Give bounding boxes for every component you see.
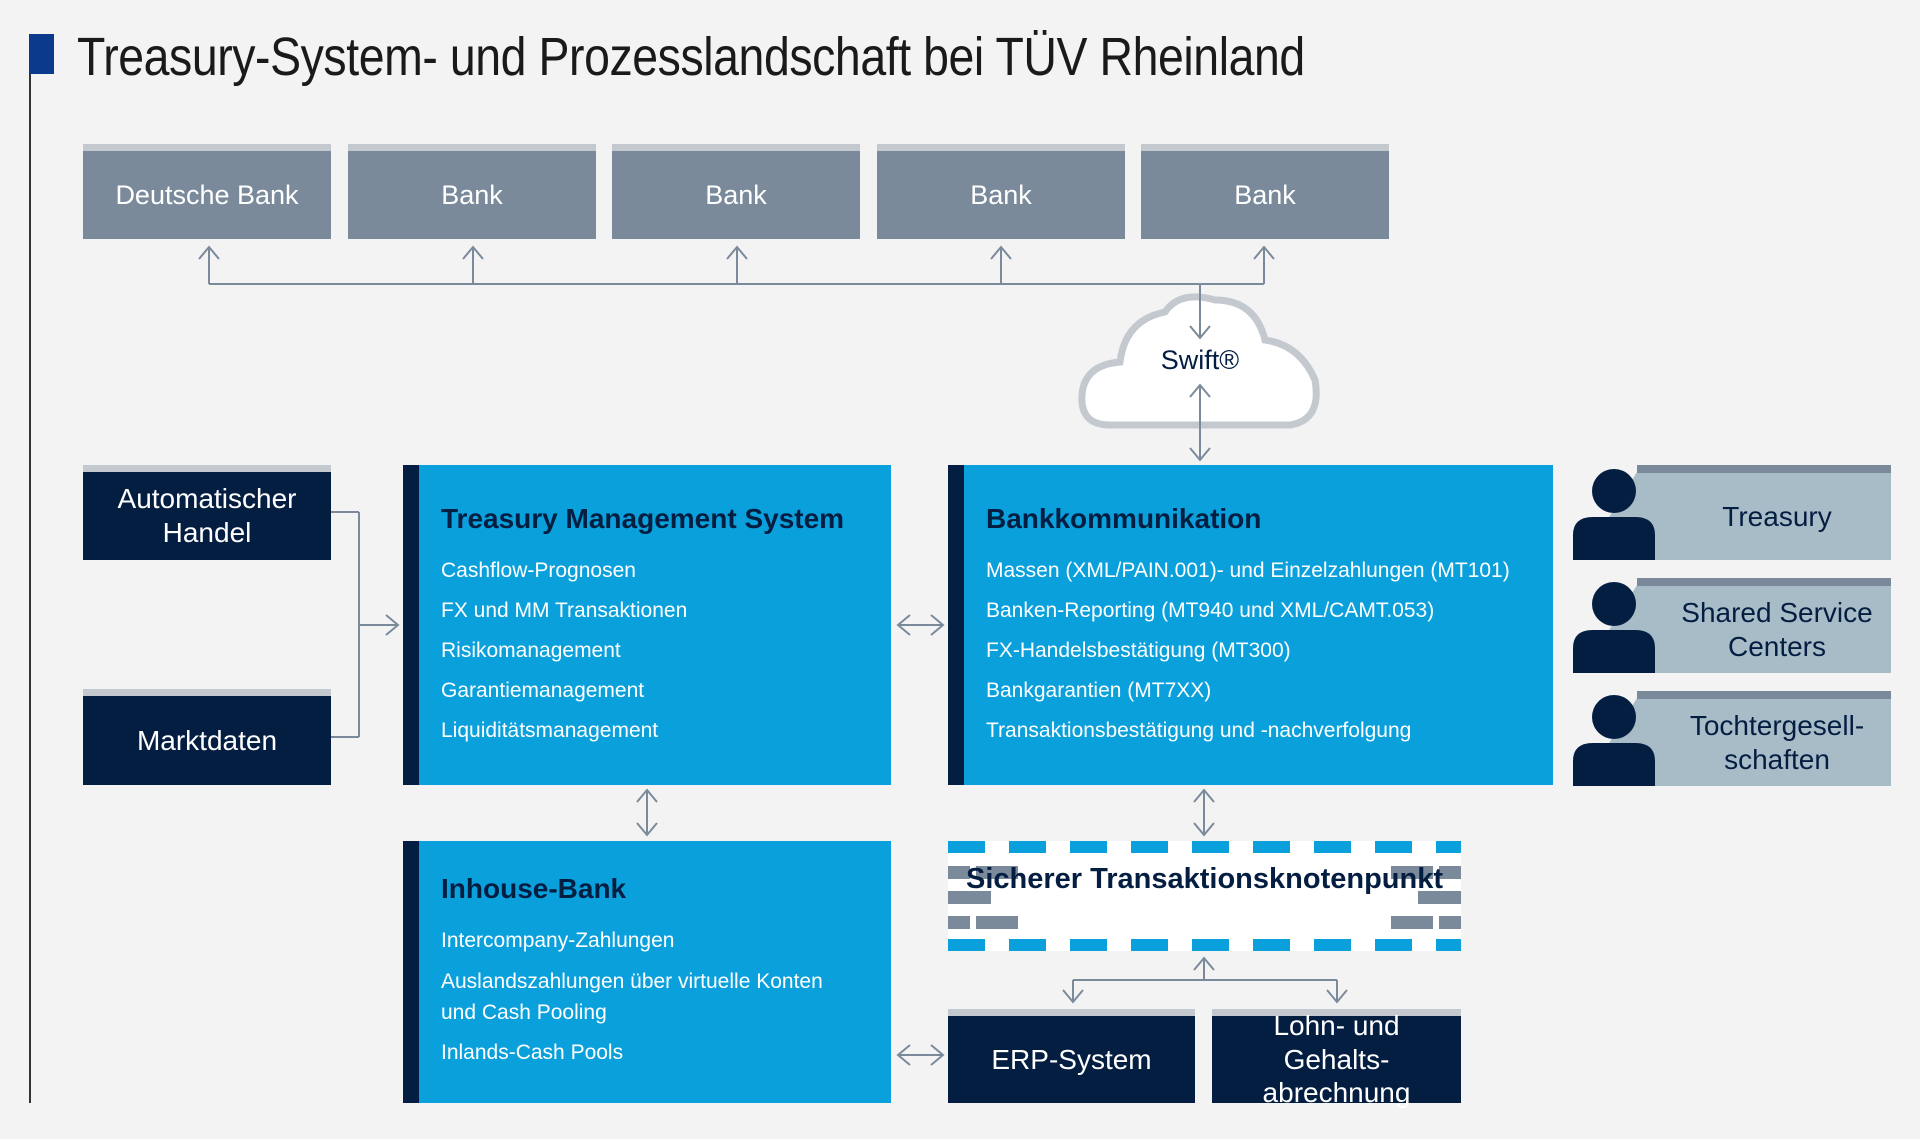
bank-comm-item: Bankgarantien (MT7XX) xyxy=(986,679,1212,702)
bank-box: Bank xyxy=(612,144,860,239)
secure-transaction-hub: Sicherer Transaktionsknotenpunkt xyxy=(948,841,1461,951)
inhouse-item: Auslandszahlungen über virtuelle Konten … xyxy=(441,970,823,1024)
bank-comm-item: FX-Handelsbestätigung (MT300) xyxy=(986,639,1291,662)
bank-box: Bank xyxy=(877,144,1125,239)
tms-item: Garantiemanagement xyxy=(441,679,645,702)
market-data-box: Marktdaten xyxy=(83,689,331,785)
bank-comm-title: Bankkommunikation xyxy=(986,503,1262,534)
automatic-trading-box: Automatischer Handel xyxy=(83,465,331,560)
bank-box: Bank xyxy=(1141,144,1389,239)
bank-comm-item: Transaktionsbestätigung und -nachverfolg… xyxy=(986,719,1412,742)
inhouse-item: Intercompany-Zahlungen xyxy=(441,929,675,952)
inhouse-item: Inlands-Cash Pools xyxy=(441,1041,624,1064)
person-icon xyxy=(1573,582,1655,673)
hub-pattern xyxy=(948,841,1461,951)
tms-title: Treasury Management System xyxy=(441,503,845,534)
user-group-treasury: Treasury xyxy=(1573,465,1891,560)
user-group-shared-service-centers: Shared Service Centers xyxy=(1573,578,1891,673)
erp-system-box: ERP-System xyxy=(948,1009,1195,1103)
bank-comm-item: Massen (XML/PAIN.001)- und Einzelzahlung… xyxy=(986,559,1510,582)
person-icon xyxy=(1573,469,1655,560)
page-title: Treasury-System- und Prozesslandschaft b… xyxy=(77,27,1305,87)
tms-item: FX und MM Transaktionen xyxy=(441,599,688,622)
user-group-subsidiaries: Tochtergesell-schaften xyxy=(1573,691,1891,786)
inhouse-bank-box: Inhouse-Bank Intercompany-Zahlungen Ausl… xyxy=(403,841,891,1103)
inhouse-title: Inhouse-Bank xyxy=(441,873,627,904)
tms-item: Risikomanagement xyxy=(441,639,621,662)
user-group-label: Tochtergesell-schaften xyxy=(1689,709,1865,775)
swift-label: Swift® xyxy=(1160,345,1240,375)
bank-box-deutsche-bank: Deutsche Bank xyxy=(83,144,331,239)
payroll-box: Lohn- und Gehalts-abrechnung xyxy=(1212,1009,1461,1108)
tms-item: Liquiditätsmanagement xyxy=(441,719,659,742)
title-accent-bar xyxy=(29,34,54,74)
tms-item: Cashflow-Prognosen xyxy=(441,559,636,582)
left-rule xyxy=(29,74,31,1103)
bank-comm-item: Banken-Reporting (MT940 und XML/CAMT.053… xyxy=(986,599,1435,622)
hub-label: Sicherer Transaktionsknotenpunkt xyxy=(965,863,1443,895)
bank-box: Bank xyxy=(348,144,596,239)
person-icon xyxy=(1573,695,1655,786)
user-group-label: Treasury xyxy=(1722,500,1832,532)
tms-box: Treasury Management System Cashflow-Prog… xyxy=(403,465,891,785)
bank-communication-box: Bankkommunikation Massen (XML/PAIN.001)-… xyxy=(948,465,1553,785)
user-group-label: Shared Service Centers xyxy=(1681,596,1873,662)
cloud-icon xyxy=(1078,293,1320,429)
